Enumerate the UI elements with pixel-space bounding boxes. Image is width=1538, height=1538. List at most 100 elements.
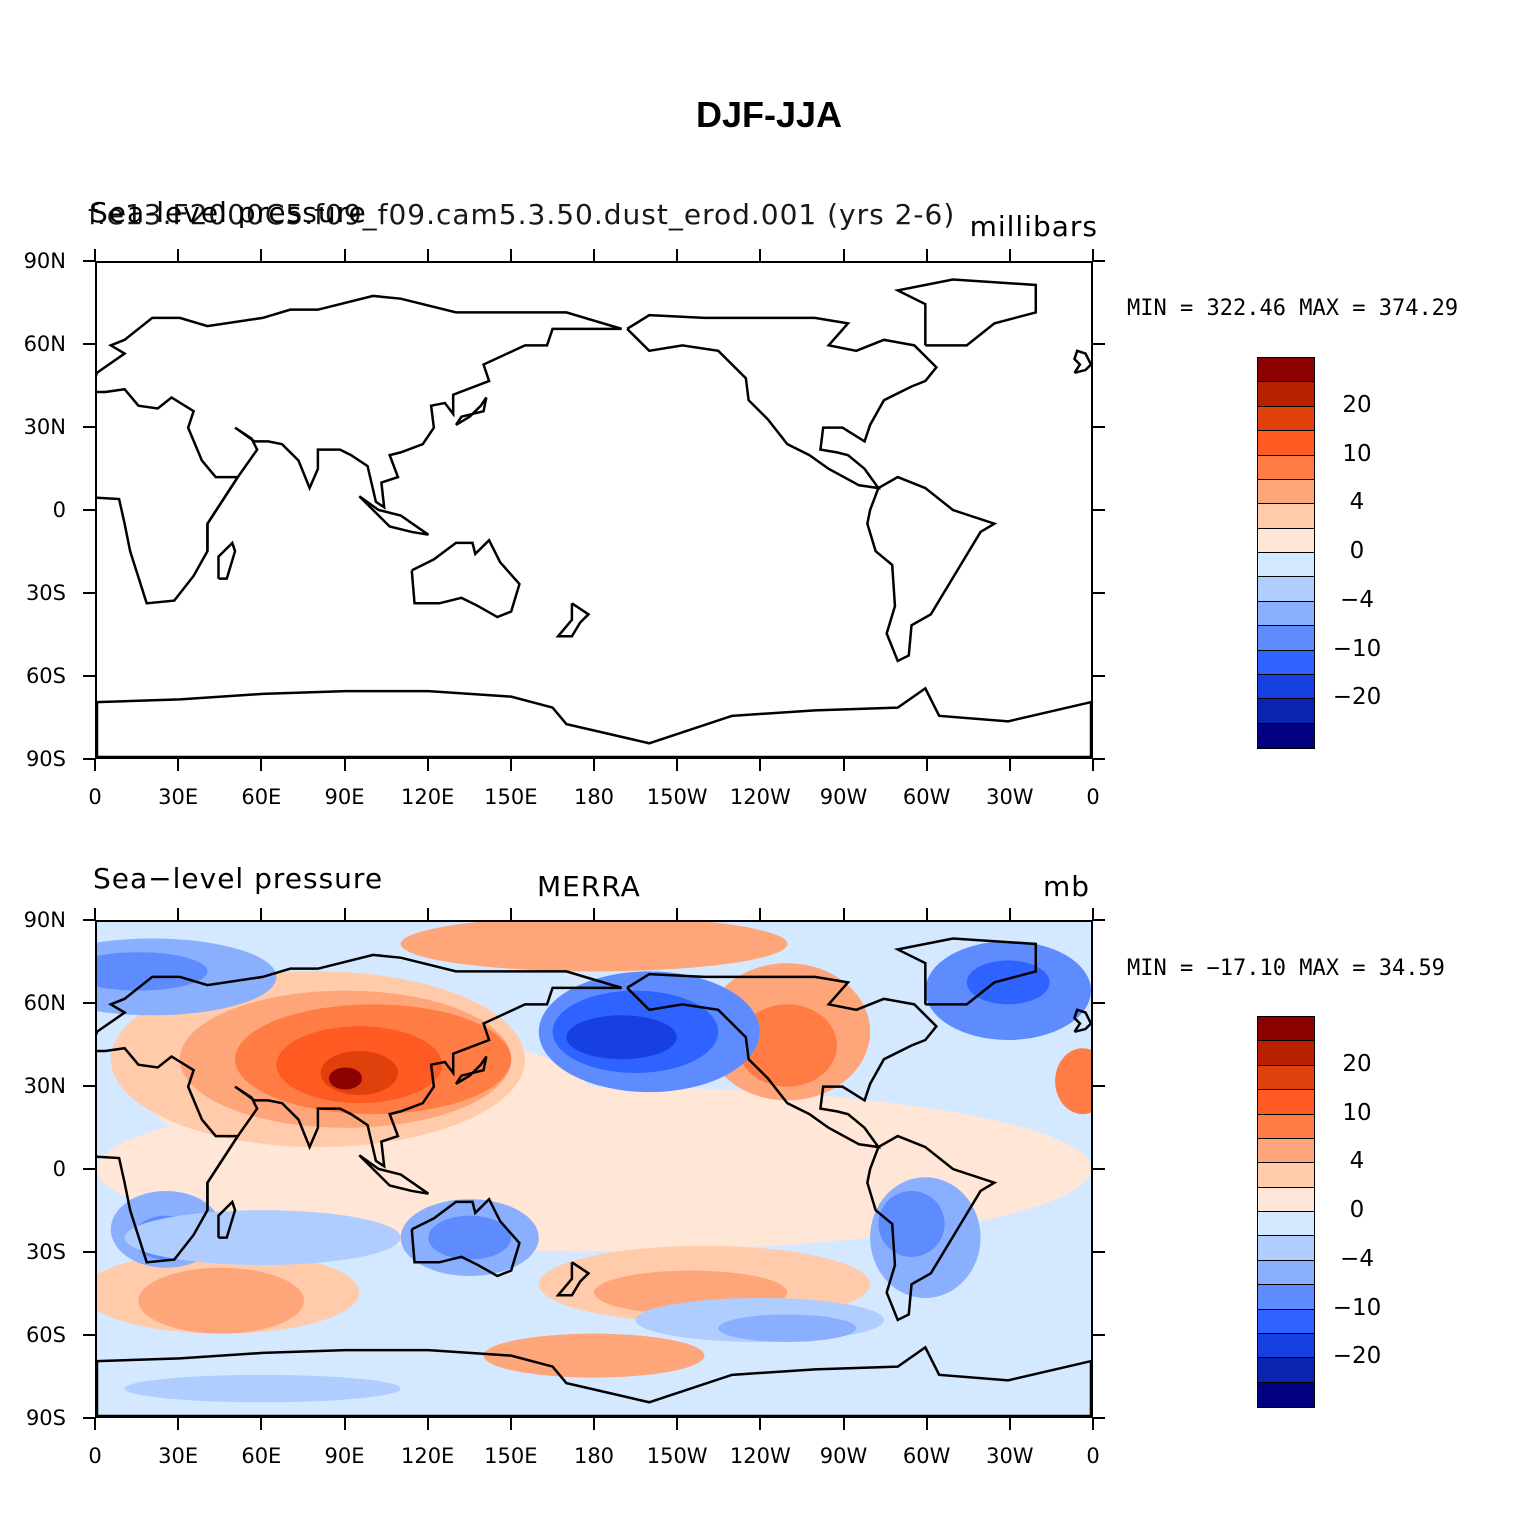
coastline <box>218 1202 235 1238</box>
coastline <box>97 955 622 1210</box>
anomaly-contour <box>428 1215 512 1260</box>
panel-2-x-tick-mark <box>759 908 762 920</box>
panel-1-min-label: MIN = <box>1127 296 1194 321</box>
coastline <box>97 296 622 551</box>
panel-2-y-tick-label: 30S <box>25 1240 66 1264</box>
panel-1-y-tick-mark <box>1093 260 1105 262</box>
panel-1-y-tick-mark <box>83 509 95 511</box>
panel-2-x-tick-label: 0 <box>1086 1444 1100 1468</box>
panel-2-y-tick-mark <box>83 1168 95 1170</box>
panel-2-colorbar-label: 20 <box>1342 1050 1372 1077</box>
colorbar-swatch <box>1258 674 1314 700</box>
anomaly-contour <box>966 960 1050 1005</box>
panel-2-min-label: MIN = <box>1127 956 1194 981</box>
panel-2-y-tick-mark <box>83 919 95 921</box>
panel-1-map <box>95 261 1093 759</box>
coastline <box>456 1056 486 1083</box>
coastline <box>1074 1010 1091 1032</box>
panel-1-case-title: f.e13.F2000C5.f09_f09.cam5.3.50.dust_ero… <box>88 198 956 231</box>
colorbar-swatch <box>1258 1285 1314 1310</box>
anomaly-contour <box>138 1267 305 1334</box>
panel-2-x-tick-mark <box>177 1418 180 1430</box>
panel-1-x-tick-label: 60E <box>241 785 282 809</box>
panel-2-x-tick-label: 60E <box>241 1444 282 1468</box>
colorbar-swatch <box>1258 699 1314 724</box>
anomaly-contour <box>566 1015 677 1060</box>
panel-1-x-tick-mark <box>1008 249 1011 261</box>
panel-2-colorbar <box>1257 1016 1315 1408</box>
coastline <box>218 543 235 579</box>
panel-2-y-tick-mark <box>83 1251 95 1253</box>
panel-2-x-tick-mark <box>509 1418 512 1430</box>
colorbar-swatch <box>1258 723 1314 748</box>
panel-1-x-tick-label: 150W <box>646 785 708 809</box>
panel-1-x-tick-mark <box>925 759 928 771</box>
panel-2-colorbar-label: 4 <box>1349 1148 1365 1175</box>
colorbar-swatch <box>1258 406 1314 432</box>
panel-2-x-tick-label: 90E <box>324 1444 365 1468</box>
panel-1-colorbar-label: 0 <box>1349 538 1365 564</box>
page-title: DJF-JJA <box>695 94 843 135</box>
panel-1-colorbar-label: 10 <box>1342 440 1372 467</box>
colorbar-swatch <box>1258 1212 1314 1237</box>
panel-1-x-tick-mark <box>759 759 762 771</box>
panel-2-x-tick-mark <box>260 908 263 920</box>
panel-1-x-tick-mark <box>260 249 263 261</box>
anomaly-contour <box>97 952 208 991</box>
panel-1-y-tick-label: 60S <box>25 664 66 688</box>
colorbar-swatch <box>1258 601 1314 627</box>
panel-2-max-value: 34.59 <box>1378 956 1445 981</box>
panel-2-y-tick-label: 90N <box>23 908 66 932</box>
panel-1-x-tick-label: 90W <box>819 785 868 809</box>
panel-2-x-tick-label: 0 <box>88 1444 102 1468</box>
panel-1-y-tick-mark <box>1093 426 1105 428</box>
panel-2-x-tick-mark <box>842 1418 845 1430</box>
colorbar-swatch <box>1258 504 1314 529</box>
panel-2-y-tick-label: 60N <box>23 991 66 1015</box>
anomaly-contour <box>483 1333 705 1378</box>
panel-2-max-label: MAX = <box>1299 956 1366 981</box>
colorbar-swatch <box>1258 1138 1314 1164</box>
panel-1-x-tick-label: 180 <box>573 785 615 809</box>
panel-2-x-tick-label: 30E <box>158 1444 199 1468</box>
anomaly-contour <box>718 1314 857 1342</box>
panel-2-x-tick-mark <box>676 908 679 920</box>
panel-2-x-tick-label: 180 <box>573 1444 615 1468</box>
panel-1-y-tick-label: 30N <box>23 415 66 439</box>
coastline <box>898 938 1036 1004</box>
panel-2-min-value: −17.10 <box>1206 956 1286 981</box>
panel-2-x-tick-label: 30W <box>986 1444 1034 1468</box>
panel-1-y-tick-mark <box>83 675 95 677</box>
panel-1-x-tick-mark <box>925 249 928 261</box>
colorbar-swatch <box>1258 382 1314 407</box>
panel-1-x-tick-label: 120W <box>729 785 791 809</box>
panel-2-x-tick-mark <box>925 908 928 920</box>
panel-2-x-tick-label: 120E <box>400 1444 455 1468</box>
panel-2-x-tick-label: 120W <box>729 1444 791 1468</box>
panel-2-colorbar-label: 0 <box>1349 1197 1365 1223</box>
panel-1-y-tick-mark <box>83 260 95 262</box>
panel-1-y-tick-mark <box>83 758 95 760</box>
coastline <box>627 315 936 488</box>
panel-1-max-value: 374.29 <box>1378 296 1459 321</box>
anomaly-contour <box>878 1190 945 1257</box>
anomaly-contour <box>1055 1048 1091 1115</box>
colorbar-swatch <box>1258 1309 1314 1334</box>
panel-1-x-tick-mark <box>177 759 180 771</box>
panel-2-map <box>95 920 1093 1418</box>
coastline <box>456 397 486 424</box>
colorbar-swatch <box>1258 1333 1314 1359</box>
coastline <box>867 1136 994 1320</box>
panel-1-x-tick-mark <box>676 249 679 261</box>
panel-2-x-tick-mark <box>509 908 512 920</box>
colorbar-swatch <box>1258 1187 1314 1212</box>
coastline <box>627 974 936 1147</box>
panel-1-y-tick-mark <box>83 426 95 428</box>
colorbar-swatch <box>1258 358 1314 383</box>
panel-1-x-tick-mark <box>94 249 96 261</box>
panel-1-y-tick-mark <box>1093 675 1105 677</box>
panel-1-x-tick-mark <box>343 249 346 261</box>
panel-1-map-canvas <box>97 263 1091 757</box>
coastline <box>412 1199 520 1276</box>
panel-2-x-tick-mark <box>94 1418 96 1430</box>
